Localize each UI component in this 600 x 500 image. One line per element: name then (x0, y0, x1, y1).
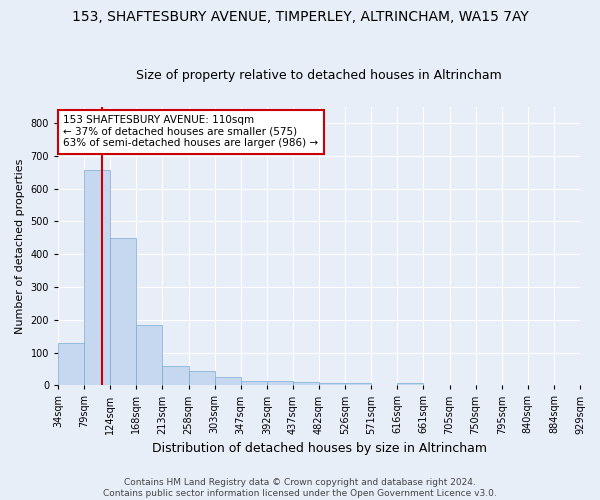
Bar (293, 382, 319, 386)
Text: 153 SHAFTESBURY AVENUE: 110sqm
← 37% of detached houses are smaller (575)
63% of: 153 SHAFTESBURY AVENUE: 110sqm ← 37% of … (64, 115, 319, 148)
Title: Size of property relative to detached houses in Altrincham: Size of property relative to detached ho… (136, 69, 502, 82)
Bar (110, 238, 136, 386)
Text: Contains HM Land Registry data © Crown copyright and database right 2024.
Contai: Contains HM Land Registry data © Crown c… (103, 478, 497, 498)
Bar (188, 371, 215, 386)
Bar (58, 344, 84, 386)
Bar (241, 382, 267, 386)
Bar (84, 170, 110, 386)
Text: 153, SHAFTESBURY AVENUE, TIMPERLEY, ALTRINCHAM, WA15 7AY: 153, SHAFTESBURY AVENUE, TIMPERLEY, ALTR… (71, 10, 529, 24)
Bar (267, 381, 293, 386)
Bar (397, 382, 424, 386)
Bar (345, 384, 371, 386)
Bar (163, 366, 188, 386)
Y-axis label: Number of detached properties: Number of detached properties (15, 158, 25, 334)
Bar (319, 382, 345, 386)
X-axis label: Distribution of detached houses by size in Altrincham: Distribution of detached houses by size … (152, 442, 487, 455)
Bar (215, 377, 241, 386)
Bar (136, 326, 163, 386)
